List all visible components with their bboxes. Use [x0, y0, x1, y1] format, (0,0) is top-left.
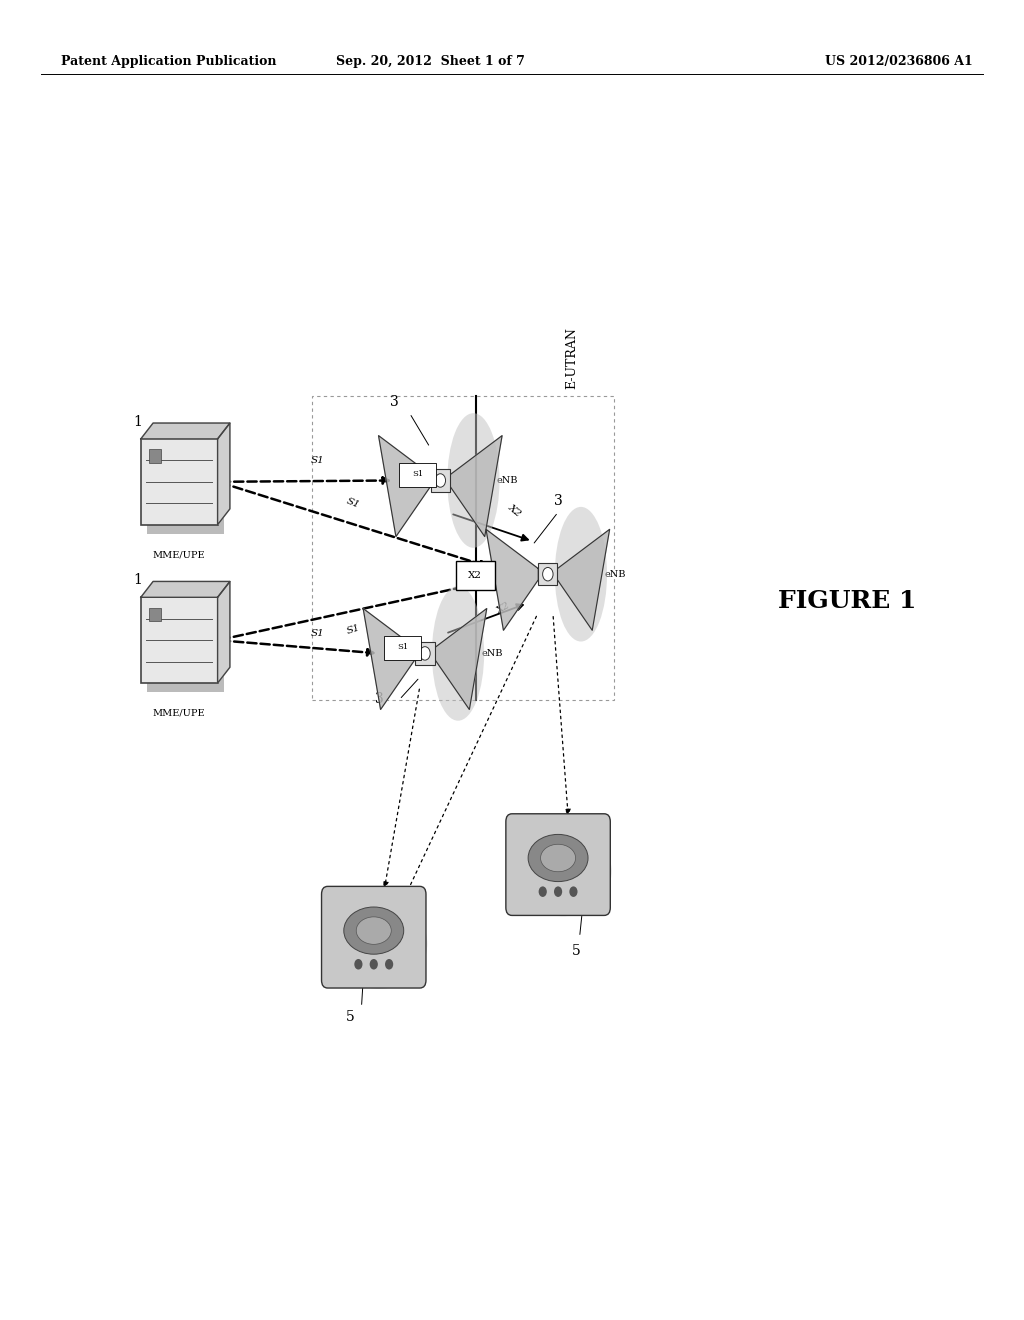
- Ellipse shape: [515, 826, 611, 916]
- FancyBboxPatch shape: [322, 887, 426, 987]
- Text: US 2012/0236806 A1: US 2012/0236806 A1: [825, 55, 973, 69]
- Circle shape: [543, 568, 553, 581]
- Polygon shape: [140, 422, 229, 438]
- Circle shape: [569, 887, 578, 898]
- Text: Sep. 20, 2012  Sheet 1 of 7: Sep. 20, 2012 Sheet 1 of 7: [336, 55, 524, 69]
- Text: 5: 5: [571, 944, 581, 958]
- FancyBboxPatch shape: [147, 447, 223, 533]
- Text: X2: X2: [507, 503, 523, 519]
- Ellipse shape: [331, 899, 427, 989]
- Text: 3: 3: [375, 692, 383, 706]
- Text: UE: UE: [571, 900, 589, 911]
- Text: eNB: eNB: [604, 570, 626, 578]
- FancyBboxPatch shape: [506, 813, 610, 916]
- Polygon shape: [217, 581, 229, 682]
- Polygon shape: [434, 609, 486, 710]
- Ellipse shape: [447, 413, 500, 548]
- Text: UE: UE: [346, 973, 364, 983]
- Bar: [431, 469, 450, 491]
- Text: S1: S1: [310, 455, 325, 465]
- Polygon shape: [364, 609, 416, 710]
- Text: MME/UPE: MME/UPE: [153, 709, 206, 718]
- Polygon shape: [557, 529, 609, 631]
- Text: E-UTRAN: E-UTRAN: [565, 327, 578, 389]
- Bar: [456, 561, 495, 590]
- Bar: [312, 396, 614, 700]
- Circle shape: [385, 958, 393, 969]
- Text: S1: S1: [345, 496, 361, 510]
- Circle shape: [370, 958, 378, 969]
- Text: S1: S1: [413, 470, 423, 478]
- Ellipse shape: [528, 834, 588, 882]
- Text: MME/UPE: MME/UPE: [153, 550, 206, 560]
- Ellipse shape: [344, 907, 403, 954]
- Bar: [150, 607, 162, 622]
- Bar: [416, 643, 434, 665]
- Bar: [384, 636, 421, 660]
- Circle shape: [354, 958, 362, 969]
- Ellipse shape: [432, 586, 484, 721]
- Text: X2: X2: [496, 601, 512, 615]
- Bar: [140, 597, 217, 682]
- Text: eNB: eNB: [481, 649, 503, 657]
- Ellipse shape: [356, 917, 391, 944]
- Bar: [399, 463, 436, 487]
- Ellipse shape: [555, 507, 607, 642]
- Text: eNB: eNB: [497, 477, 518, 484]
- Bar: [140, 438, 217, 524]
- Text: 3: 3: [390, 395, 398, 409]
- FancyBboxPatch shape: [147, 607, 223, 692]
- Text: 1: 1: [134, 414, 142, 429]
- Bar: [539, 562, 557, 586]
- Polygon shape: [450, 436, 502, 536]
- Polygon shape: [486, 529, 539, 631]
- Circle shape: [554, 887, 562, 898]
- Text: 5: 5: [346, 1010, 355, 1024]
- Polygon shape: [379, 436, 431, 536]
- Ellipse shape: [541, 845, 575, 871]
- Circle shape: [420, 647, 430, 660]
- Text: Patent Application Publication: Patent Application Publication: [61, 55, 276, 69]
- Text: X2: X2: [468, 572, 482, 579]
- Text: S1: S1: [310, 628, 325, 638]
- Bar: [150, 449, 162, 463]
- Polygon shape: [217, 422, 229, 524]
- Circle shape: [539, 887, 547, 898]
- Circle shape: [435, 474, 445, 487]
- Text: 1: 1: [134, 573, 142, 587]
- Polygon shape: [140, 581, 229, 597]
- Text: S1: S1: [397, 643, 408, 651]
- Text: S1: S1: [345, 623, 361, 636]
- Text: 3: 3: [554, 494, 562, 508]
- Text: FIGURE 1: FIGURE 1: [778, 589, 916, 612]
